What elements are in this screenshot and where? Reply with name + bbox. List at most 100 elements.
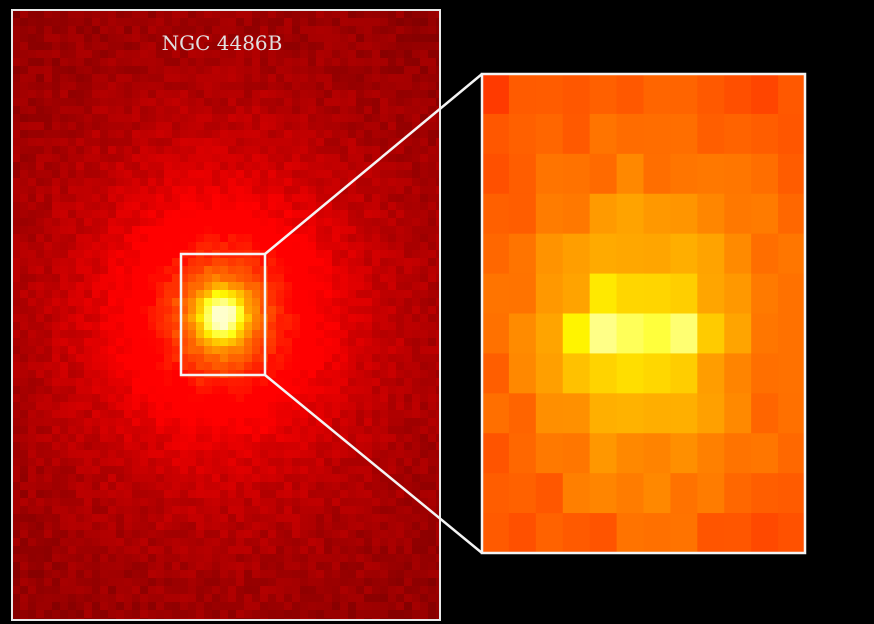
pixel — [372, 482, 380, 490]
pixel — [12, 394, 20, 402]
pixel — [100, 394, 108, 402]
pixel — [60, 610, 68, 618]
pixel — [116, 522, 124, 530]
pixel — [340, 82, 348, 90]
pixel — [308, 490, 316, 498]
pixel — [292, 554, 300, 562]
pixel — [108, 34, 116, 42]
pixel — [268, 538, 276, 546]
pixel — [332, 418, 340, 426]
pixel — [276, 506, 284, 514]
pixel — [100, 370, 108, 378]
pixel — [124, 66, 132, 74]
pixel — [20, 114, 28, 122]
pixel — [236, 226, 244, 234]
pixel — [308, 346, 316, 354]
pixel — [316, 514, 324, 522]
pixel — [164, 330, 172, 338]
pixel — [116, 306, 124, 314]
pixel — [236, 202, 244, 210]
pixel — [268, 514, 276, 522]
pixel — [316, 306, 324, 314]
pixel — [420, 58, 428, 66]
pixel — [140, 370, 148, 378]
pixel — [428, 138, 436, 146]
pixel — [196, 314, 204, 322]
pixel — [316, 50, 324, 58]
pixel — [356, 66, 364, 74]
pixel — [388, 554, 396, 562]
pixel — [124, 210, 132, 218]
pixel — [100, 74, 108, 82]
pixel — [164, 362, 172, 370]
pixel — [156, 394, 164, 402]
pixel — [396, 578, 404, 586]
pixel — [292, 362, 300, 370]
pixel — [308, 74, 316, 82]
pixel — [396, 82, 404, 90]
pixel — [52, 442, 60, 450]
pixel — [364, 66, 372, 74]
pixel — [252, 402, 260, 410]
pixel — [36, 370, 44, 378]
pixel — [404, 50, 412, 58]
pixel — [212, 474, 220, 482]
pixel — [332, 306, 340, 314]
pixel — [68, 450, 76, 458]
pixel — [284, 322, 292, 330]
pixel — [52, 82, 60, 90]
pixel — [428, 194, 436, 202]
pixel — [388, 82, 396, 90]
pixel — [412, 146, 420, 154]
pixel — [420, 442, 428, 450]
pixel — [116, 482, 124, 490]
pixel — [188, 498, 196, 506]
pixel — [482, 513, 509, 553]
pixel — [332, 26, 340, 34]
pixel — [100, 458, 108, 466]
pixel — [108, 250, 116, 258]
pixel — [220, 98, 228, 106]
pixel — [132, 10, 140, 18]
pixel — [276, 450, 284, 458]
pixel — [252, 82, 260, 90]
pixel — [396, 586, 404, 594]
pixel — [156, 474, 164, 482]
pixel — [412, 186, 420, 194]
pixel — [20, 482, 28, 490]
pixel — [509, 433, 536, 473]
pixel — [316, 538, 324, 546]
pixel — [132, 282, 140, 290]
pixel — [244, 466, 252, 474]
pixel — [148, 490, 156, 498]
pixel — [268, 114, 276, 122]
pixel — [356, 530, 364, 538]
pixel — [148, 554, 156, 562]
pixel — [180, 146, 188, 154]
pixel — [100, 234, 108, 242]
pixel — [68, 458, 76, 466]
pixel — [156, 82, 164, 90]
pixel — [324, 306, 332, 314]
pixel — [108, 298, 116, 306]
pixel — [324, 346, 332, 354]
pixel — [340, 410, 348, 418]
pixel — [308, 290, 316, 298]
pixel — [172, 450, 180, 458]
pixel — [212, 378, 220, 386]
pixel — [670, 473, 697, 513]
pixel — [28, 410, 36, 418]
pixel — [396, 98, 404, 106]
pixel — [28, 514, 36, 522]
pixel — [148, 506, 156, 514]
pixel — [228, 154, 236, 162]
pixel — [268, 330, 276, 338]
pixel — [404, 450, 412, 458]
pixel — [617, 393, 644, 433]
pixel — [292, 450, 300, 458]
pixel — [36, 402, 44, 410]
pixel — [590, 473, 617, 513]
pixel — [364, 10, 372, 18]
pixel — [332, 562, 340, 570]
pixel — [260, 418, 268, 426]
